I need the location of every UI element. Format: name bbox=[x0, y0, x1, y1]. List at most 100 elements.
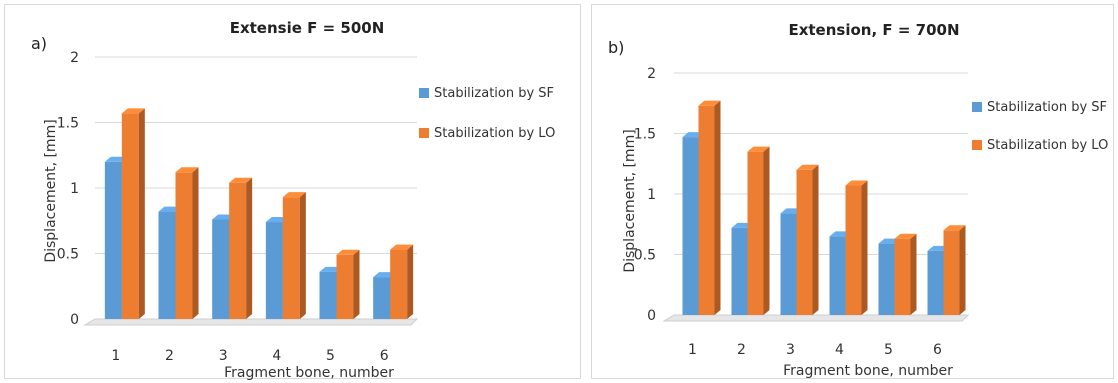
bar-front bbox=[878, 243, 895, 315]
bars bbox=[682, 100, 966, 315]
y-tick-label: 1 bbox=[70, 181, 79, 197]
bar-front bbox=[319, 271, 337, 319]
bar-front bbox=[229, 182, 247, 319]
bar bbox=[943, 225, 966, 315]
bar-front bbox=[390, 249, 408, 319]
bar-side bbox=[861, 180, 868, 315]
bar bbox=[747, 146, 770, 315]
bar-front bbox=[336, 254, 354, 319]
bar-front bbox=[698, 105, 715, 315]
panel-label: a) bbox=[31, 34, 47, 53]
bar-top bbox=[282, 192, 306, 198]
bar bbox=[229, 177, 253, 319]
x-tick-label: 2 bbox=[737, 342, 746, 358]
x-tick-label: 6 bbox=[380, 348, 389, 364]
bar-top bbox=[943, 225, 966, 231]
bar-top bbox=[336, 249, 360, 255]
chart-b-svg: 0 0.5 1 1.5 2 1 2 3 4 5 6 Extension, F = 700N b) Frag… bbox=[608, 21, 1108, 379]
y-tick-label: 0 bbox=[647, 308, 656, 324]
bar-front bbox=[158, 211, 176, 319]
bar-front bbox=[927, 250, 944, 315]
chart-floor bbox=[83, 318, 419, 326]
y-axis-label: Displacement, [mm] bbox=[622, 129, 638, 272]
bar-front bbox=[212, 219, 230, 319]
bar-side bbox=[763, 146, 770, 315]
y-tick-labels: 0 0.5 1 1.5 2 bbox=[57, 50, 79, 328]
x-tick-label: 5 bbox=[326, 348, 335, 364]
legend: Stabilization by SF Stabilization by LO bbox=[972, 100, 1108, 153]
x-tick-label: 5 bbox=[884, 342, 893, 358]
x-tick-label: 3 bbox=[219, 348, 228, 364]
bar-front bbox=[747, 151, 764, 315]
legend-entry: Stabilization by LO bbox=[987, 138, 1108, 153]
bar bbox=[121, 108, 145, 319]
bar-front bbox=[175, 172, 193, 319]
x-tick-label: 3 bbox=[786, 342, 795, 358]
legend-entry: Stabilization by SF bbox=[434, 86, 554, 101]
bar bbox=[796, 164, 819, 315]
legend-swatch bbox=[972, 102, 982, 112]
bar-front bbox=[104, 161, 122, 319]
chart-title: Extensie F = 500N bbox=[230, 19, 385, 37]
y-tick-label: 0 bbox=[70, 312, 79, 328]
y-tick-label: 0.5 bbox=[57, 247, 79, 263]
bar-side bbox=[192, 167, 199, 319]
legend-swatch bbox=[972, 140, 982, 150]
bar-front bbox=[780, 213, 797, 315]
legend-swatch bbox=[419, 128, 429, 138]
bar-front bbox=[943, 230, 960, 315]
bar-top bbox=[845, 180, 868, 186]
bar-side bbox=[714, 100, 721, 315]
bar-side bbox=[353, 249, 360, 319]
bar-side bbox=[299, 192, 306, 319]
bar bbox=[282, 192, 306, 319]
x-axis-label: Fragment bone, number bbox=[783, 363, 953, 379]
bar-top bbox=[894, 233, 917, 239]
bar-front bbox=[845, 185, 862, 315]
legend-entry: Stabilization by SF bbox=[987, 100, 1107, 115]
bar-top bbox=[698, 100, 721, 106]
bar-front bbox=[265, 222, 283, 319]
x-tick-label: 1 bbox=[111, 348, 120, 364]
chart-panel-b: 0 0.5 1 1.5 2 1 2 3 4 5 6 Extension, F = 700N b) Frag… bbox=[591, 4, 1114, 379]
bar-side bbox=[812, 164, 819, 315]
bar-top bbox=[390, 244, 414, 250]
chart-a-svg: 0 0.5 1 1.5 2 1 2 3 4 5 6 Extensie F = 500N a) Fragme… bbox=[31, 19, 555, 380]
bar-front bbox=[373, 277, 391, 319]
x-tick-label: 6 bbox=[933, 342, 942, 358]
bar bbox=[698, 100, 721, 315]
bar-side bbox=[959, 225, 966, 315]
panel-label: b) bbox=[608, 38, 624, 57]
chart-title: Extension, F = 700N bbox=[788, 21, 959, 39]
x-tick-label: 2 bbox=[165, 348, 174, 364]
legend: Stabilization by SF Stabilization by LO bbox=[419, 86, 555, 141]
bar-front bbox=[282, 197, 300, 319]
bars bbox=[104, 108, 414, 319]
bar-front bbox=[682, 137, 699, 315]
y-tick-label: 0.5 bbox=[634, 248, 656, 264]
bar bbox=[390, 244, 414, 319]
x-tick-label: 4 bbox=[272, 348, 281, 364]
bar-top bbox=[121, 108, 145, 114]
y-tick-label: 1.5 bbox=[634, 127, 656, 143]
bar bbox=[845, 180, 868, 315]
bar-front bbox=[121, 113, 139, 319]
bar-side bbox=[246, 177, 253, 319]
y-axis-label: Displacement, [mm] bbox=[43, 119, 59, 262]
chart-floor bbox=[662, 314, 970, 322]
bar-top bbox=[175, 167, 199, 173]
bar-top bbox=[796, 164, 819, 170]
x-axis-label: Fragment bone, number bbox=[224, 365, 394, 380]
x-tick-label: 4 bbox=[835, 342, 844, 358]
y-tick-label: 2 bbox=[647, 66, 656, 82]
bar-front bbox=[829, 236, 846, 315]
legend-swatch bbox=[419, 88, 429, 98]
bar-front bbox=[894, 238, 911, 315]
bar bbox=[336, 249, 360, 319]
y-tick-label: 1.5 bbox=[57, 116, 79, 132]
bar bbox=[894, 233, 917, 315]
y-tick-labels: 0 0.5 1 1.5 2 bbox=[634, 66, 656, 324]
bar bbox=[175, 167, 199, 319]
bar-top bbox=[229, 177, 253, 183]
bar-side bbox=[910, 233, 917, 315]
